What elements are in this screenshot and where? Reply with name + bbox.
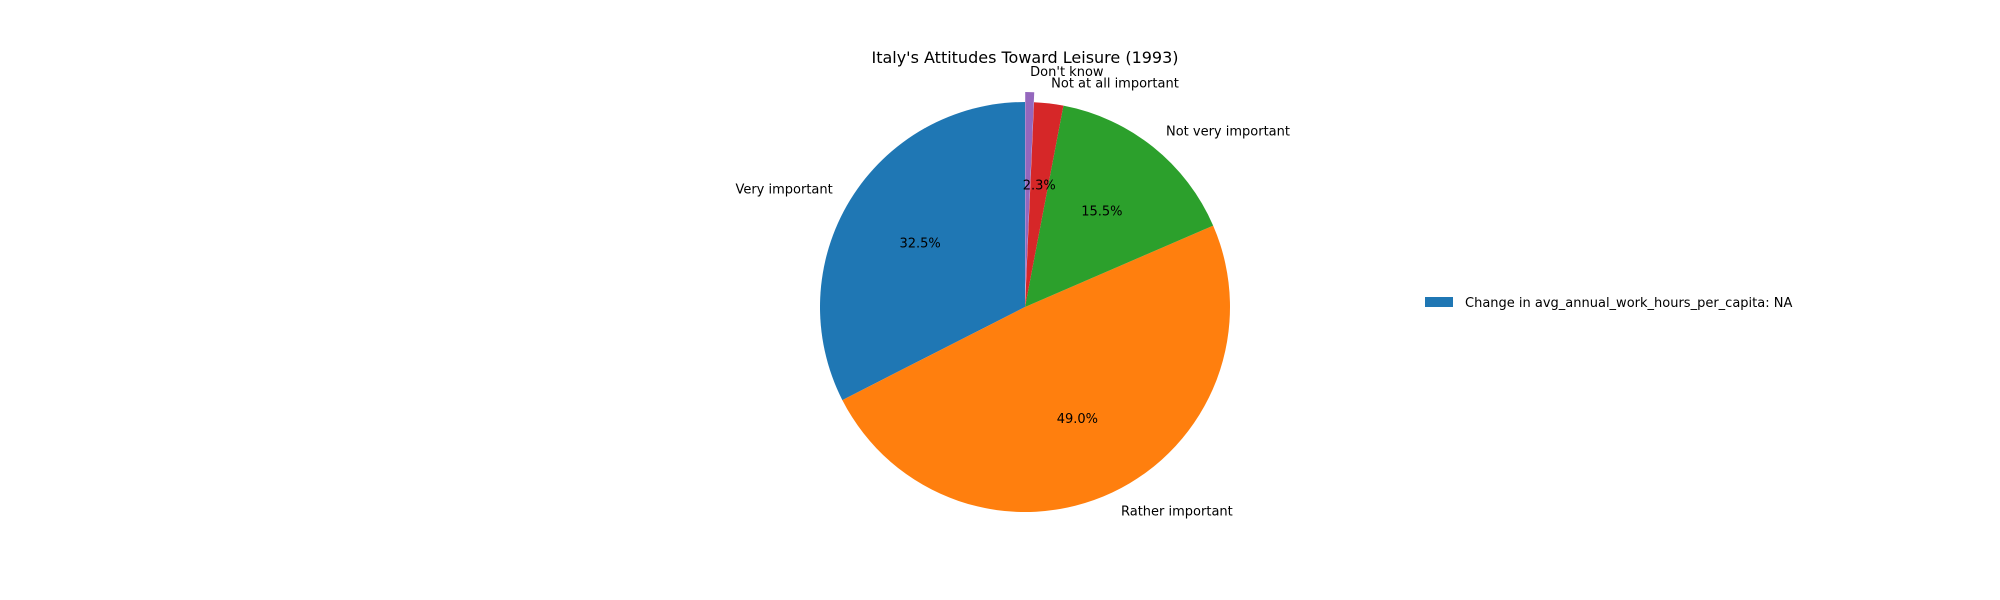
pie-slice-not-very-important <box>1025 105 1214 308</box>
slice-label-don-t-know: Don't know <box>1030 65 1104 80</box>
pie-slice-don-t-know <box>1025 92 1035 298</box>
slice-label-not-at-all-important: Not at all important <box>1051 77 1179 92</box>
pie-slice-not-at-all-important <box>1025 102 1064 308</box>
pie-slice-very-important <box>820 102 1025 401</box>
slice-label-rather-important: Rather important <box>1121 505 1233 520</box>
slice-percent-very-important: 32.5% <box>899 236 940 251</box>
chart-title: Italy's Attitudes Toward Leisure (1993) <box>871 48 1178 67</box>
legend-entry-label: Change in avg_annual_work_hours_per_capi… <box>1465 296 1792 311</box>
slice-percent-rather-important: 49.0% <box>1057 412 1098 427</box>
legend: Change in avg_annual_work_hours_per_capi… <box>1425 296 1792 311</box>
slice-label-very-important: Very important <box>735 183 832 198</box>
slice-label-not-very-important: Not very important <box>1166 125 1290 140</box>
legend-swatch <box>1425 297 1453 307</box>
slice-percent-not-at-all-important: 2.3% <box>1023 178 1056 193</box>
slice-percent-not-very-important: 15.5% <box>1081 205 1122 220</box>
pie-slice-rather-important <box>842 225 1230 512</box>
pie-labels: Very important 32.5% Rather important 49.0%… <box>735 65 1290 519</box>
pie-slices <box>820 92 1230 512</box>
